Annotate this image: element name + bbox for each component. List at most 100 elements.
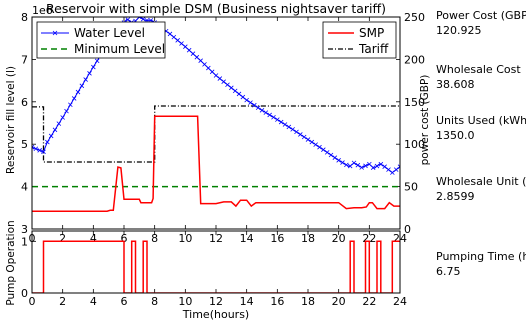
tariff-line (32, 105, 400, 163)
water-level-marker (351, 160, 357, 166)
x-axis-label: Time(hours) (182, 308, 249, 321)
water-level-marker (313, 142, 318, 147)
water-level-marker (397, 164, 400, 169)
stat-block-wholesale-unit: Wholesale Unit (p) 2.8599 (436, 174, 526, 204)
legend-minimum-label: Minimum Level (74, 42, 165, 56)
x-tick-label: 4 (90, 232, 97, 245)
pump-x-tick-label: 18 (301, 295, 315, 308)
water-level-marker (41, 149, 46, 155)
water-level-marker (359, 165, 364, 170)
water-level-marker (56, 121, 62, 126)
y2-tick-label: 100 (404, 138, 425, 151)
pump-x-tick-label: 14 (240, 295, 254, 308)
water-level-marker (175, 38, 180, 43)
water-level-marker (328, 152, 334, 158)
y2-tick-label: 150 (404, 96, 425, 109)
y-tick-label: 8 (21, 11, 28, 24)
y-offset-text: 1e6 (32, 4, 53, 17)
water-level-marker (263, 110, 269, 115)
water-level-marker (186, 47, 192, 53)
water-level-marker (248, 100, 253, 105)
x-tick-label: 8 (151, 232, 158, 245)
y2-tick-label: 0 (404, 223, 411, 236)
water-level-marker (240, 94, 246, 100)
water-level-marker (75, 89, 81, 95)
legend-right-box (322, 21, 397, 59)
water-level-marker (125, 17, 131, 22)
stat-label: Pumping Time (hr) (436, 250, 526, 263)
stat-value: 2.8599 (436, 190, 475, 203)
stat-block-units-used: Units Used (kWh) 1350.0 (436, 113, 526, 143)
y2-tick-label: 250 (404, 11, 425, 24)
water-level-marker (213, 73, 219, 78)
chart-title: Reservoir with simple DSM (Business nigh… (46, 1, 386, 16)
water-level-marker (374, 163, 380, 169)
water-level-marker (190, 51, 196, 56)
y2-axis-label: power cost (GBP) (419, 75, 431, 166)
stat-label: Power Cost (GBP) (436, 9, 526, 22)
stat-value: 120.925 (436, 24, 482, 37)
water-level-marker (336, 158, 341, 163)
water-level-marker (259, 107, 265, 113)
water-level-marker (363, 163, 368, 169)
stat-block-pumping-time: Pumping Time (hr) 6.75 (436, 249, 526, 279)
water-level-marker (386, 167, 391, 172)
water-level-marker (79, 83, 85, 89)
water-level-marker (244, 97, 249, 103)
water-level-marker (309, 139, 315, 145)
water-level-marker (221, 79, 226, 84)
water-level-marker (378, 161, 384, 167)
water-level-marker (298, 132, 303, 137)
water-level-marker (194, 54, 200, 60)
water-level-marker (198, 58, 203, 63)
pump-x-tick-label: 12 (209, 295, 223, 308)
water-level-marker (390, 170, 395, 175)
water-level-marker (48, 133, 54, 139)
water-level-marker (236, 91, 242, 97)
water-level-marker (271, 114, 276, 120)
water-level-marker (367, 161, 372, 167)
x-tick-label: 12 (209, 232, 223, 245)
stat-block-wholesale-cost: Wholesale Cost 38.608 (436, 62, 521, 92)
x-tick-label: 16 (270, 232, 284, 245)
water-level-marker (83, 77, 88, 82)
water-level-marker (225, 82, 230, 88)
pump-y-tick-label: 1 (21, 235, 28, 248)
x-tick-label: 2 (59, 232, 66, 245)
water-level-marker (206, 65, 211, 71)
water-level-marker (321, 147, 326, 152)
water-level-marker (91, 64, 96, 70)
reservoir-axes-frame (31, 16, 401, 230)
stat-label: Units Used (kWh) (436, 114, 526, 127)
water-level-marker (317, 144, 322, 150)
y2-tick-label: 200 (404, 53, 425, 66)
stat-value: 6.75 (436, 265, 461, 278)
water-level-marker (370, 165, 376, 170)
water-level-marker (183, 44, 188, 49)
stat-label: Wholesale Cost (436, 63, 521, 76)
water-level-marker (301, 134, 307, 140)
water-level-marker (344, 162, 349, 168)
pump-x-tick-label: 2 (59, 295, 66, 308)
y-tick-label: 3 (21, 223, 28, 236)
water-level-marker (275, 117, 280, 122)
pump-x-tick-label: 4 (90, 295, 97, 308)
water-level-marker (232, 88, 238, 94)
water-level-marker (393, 167, 399, 172)
water-level-marker (267, 112, 272, 118)
water-level-marker (167, 31, 173, 37)
water-level-marker (305, 137, 311, 142)
pump-axes-frame (31, 230, 401, 294)
x-tick-label: 20 (332, 232, 346, 245)
y-tick-label: 6 (21, 96, 28, 109)
pump-x-tick-label: 8 (151, 295, 158, 308)
y2-tick-label: 50 (404, 181, 418, 194)
legend-left: Water Level Minimum Level (36, 21, 166, 59)
x-tick-label: 10 (178, 232, 192, 245)
legend-water-marker (52, 30, 58, 36)
water-level-marker (294, 129, 299, 135)
y-tick-label: 4 (21, 181, 28, 194)
water-level-marker (94, 58, 100, 64)
water-level-marker (68, 102, 73, 108)
